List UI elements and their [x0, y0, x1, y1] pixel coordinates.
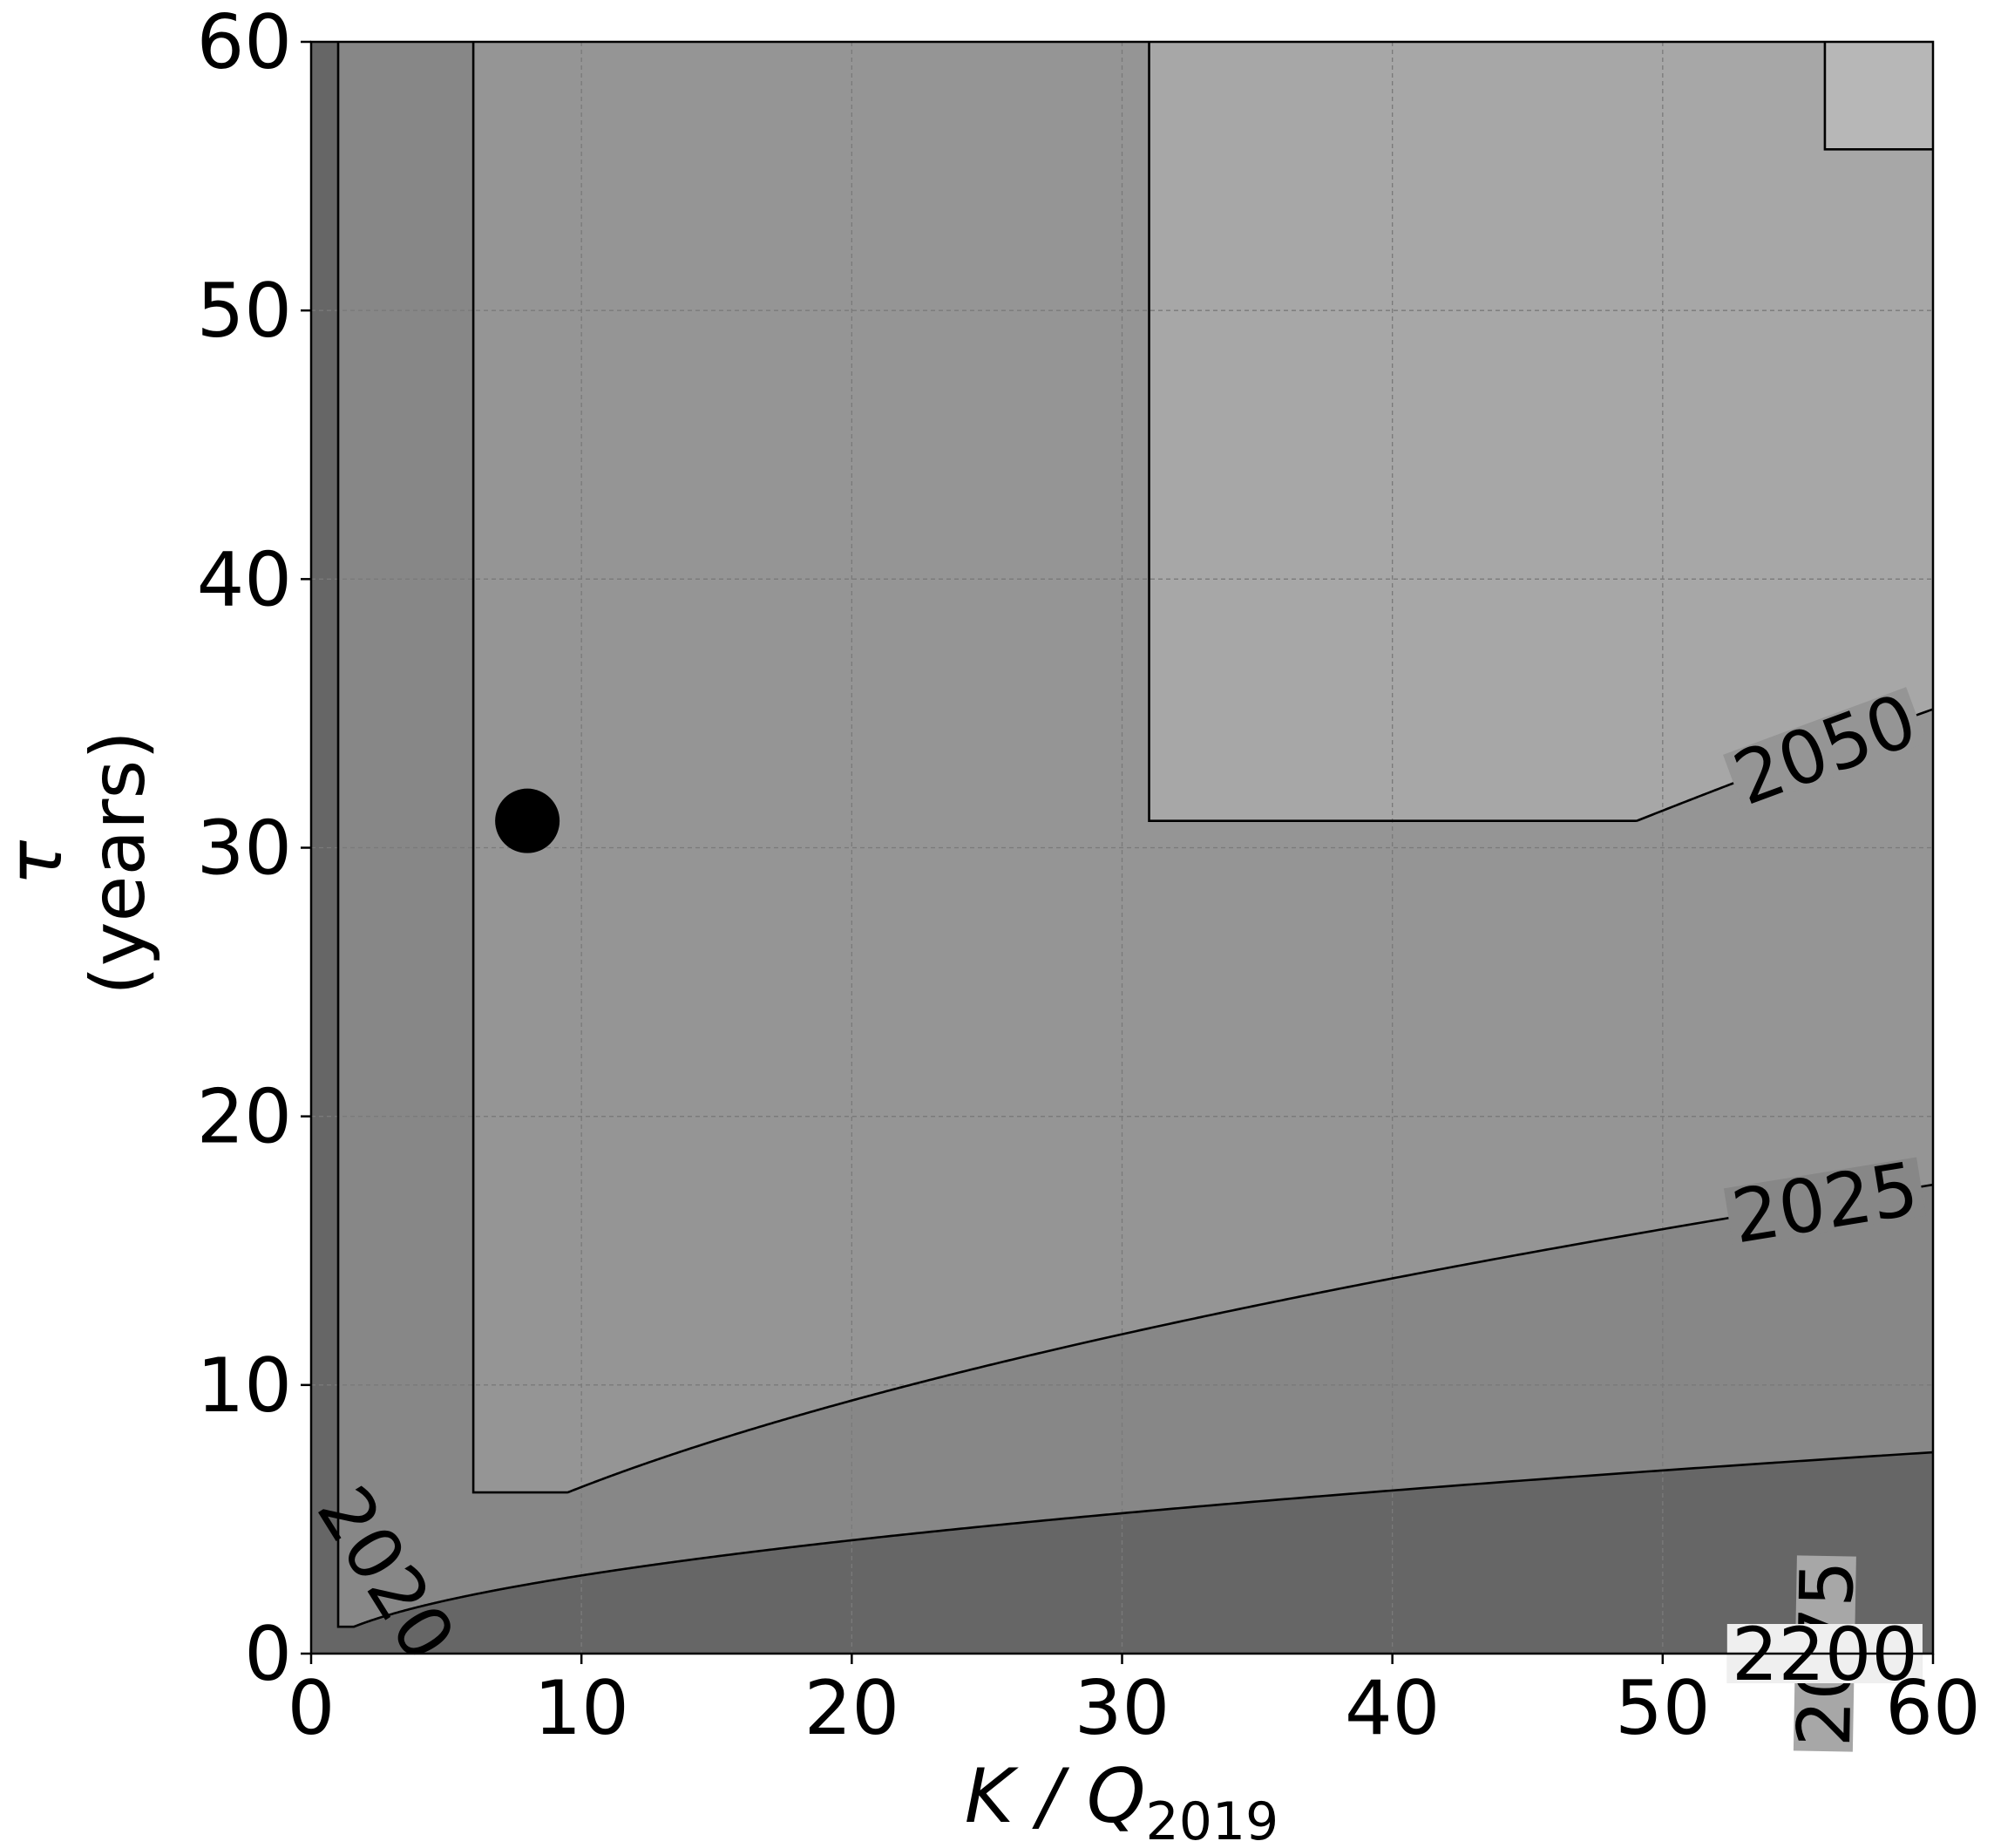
contour-fills: [311, 42, 1933, 1654]
contour-label-bg: [1723, 687, 1927, 811]
x-tick-label: 60: [1885, 1665, 1980, 1752]
x-axis-label-main: K / Q: [965, 1753, 1146, 1840]
fill-band-4: [1824, 42, 1933, 150]
y-axis-label: (years) τ: [0, 730, 162, 995]
y-axis-label-unit: (years): [75, 730, 162, 995]
y-tick-label: 20: [197, 1074, 292, 1161]
contour-line-2050: [1148, 42, 1933, 822]
y-axis-ticks: 0 10 20 30 40 50 60: [197, 0, 311, 1698]
y-axis-label-symbol: τ: [0, 839, 79, 886]
contour-line-2020: [336, 42, 1933, 1628]
marker-point: [495, 788, 560, 853]
y-tick-label: 0: [244, 1611, 292, 1698]
y-tick-label: 10: [197, 1342, 292, 1430]
fill-band-3: [1149, 42, 1933, 821]
x-axis-label: K / Q2019: [965, 1753, 1278, 1848]
y-tick-label: 40: [197, 536, 292, 623]
contour-line-2075: [1823, 42, 1933, 151]
y-tick-label: 60: [197, 0, 292, 86]
x-tick-label: 40: [1345, 1665, 1440, 1752]
x-axis-ticks: 0 10 20 30 40 50 60: [288, 1654, 1981, 1752]
contour-label-bg: [1723, 1157, 1926, 1247]
x-tick-label: 10: [533, 1665, 628, 1752]
contour-lines: [336, 42, 1933, 1628]
x-tick-label: 50: [1615, 1665, 1710, 1752]
x-tick-label: 30: [1075, 1665, 1170, 1752]
y-tick-label: 30: [197, 805, 292, 893]
x-tick-label: 20: [804, 1665, 899, 1752]
y-tick-label: 50: [197, 268, 292, 355]
x-tick-label: 0: [288, 1665, 336, 1752]
marker-layer: [495, 788, 560, 853]
x-axis-label-sub: 2019: [1146, 1791, 1279, 1848]
contour-line-2025: [471, 42, 1933, 1494]
